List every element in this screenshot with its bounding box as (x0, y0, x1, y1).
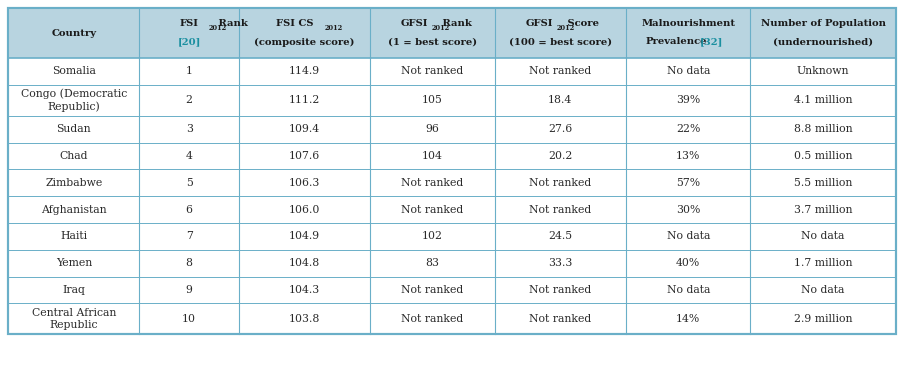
Text: Not ranked: Not ranked (401, 66, 463, 76)
Text: Iraq: Iraq (62, 285, 85, 295)
Text: 5.5 million: 5.5 million (793, 178, 852, 188)
Text: 2012: 2012 (208, 25, 226, 33)
Text: 10: 10 (182, 314, 196, 324)
Text: Prevalence: Prevalence (645, 38, 706, 47)
Bar (8, 8, 895, 334)
Text: 0.5 million: 0.5 million (793, 151, 852, 161)
Text: Central African
Republic: Central African Republic (32, 308, 116, 330)
Text: FSI CS: FSI CS (275, 20, 313, 29)
Text: Not ranked: Not ranked (401, 205, 463, 214)
Text: [20]: [20] (177, 38, 200, 47)
Text: Not ranked: Not ranked (528, 66, 591, 76)
Text: Unknown: Unknown (796, 66, 849, 76)
Text: 105: 105 (422, 95, 442, 105)
Text: 2012: 2012 (431, 25, 449, 33)
Text: 2012: 2012 (324, 25, 342, 33)
Text: Not ranked: Not ranked (401, 285, 463, 295)
Text: 104.9: 104.9 (289, 231, 320, 241)
Text: 20.2: 20.2 (547, 151, 572, 161)
Text: No data: No data (801, 231, 844, 241)
Text: 7: 7 (185, 231, 192, 241)
Text: 111.2: 111.2 (289, 95, 320, 105)
Text: No data: No data (666, 285, 709, 295)
Text: 39%: 39% (675, 95, 700, 105)
Text: Chad: Chad (60, 151, 88, 161)
Bar (8, 8, 895, 58)
Text: 18.4: 18.4 (547, 95, 572, 105)
Text: 57%: 57% (675, 178, 700, 188)
Text: Rank: Rank (215, 20, 247, 29)
Text: (1 = best score): (1 = best score) (387, 38, 477, 47)
Text: 14%: 14% (675, 314, 700, 324)
Text: 103.8: 103.8 (289, 314, 320, 324)
Text: 102: 102 (422, 231, 442, 241)
Text: 1.7 million: 1.7 million (793, 258, 852, 268)
Text: Not ranked: Not ranked (528, 314, 591, 324)
Text: (undernourished): (undernourished) (772, 38, 872, 47)
Text: [32]: [32] (700, 38, 722, 47)
Text: Not ranked: Not ranked (528, 285, 591, 295)
Text: GFSI: GFSI (400, 20, 428, 29)
Text: No data: No data (666, 66, 709, 76)
Text: 4.1 million: 4.1 million (793, 95, 852, 105)
Text: No data: No data (801, 285, 844, 295)
Text: 2: 2 (185, 95, 192, 105)
Text: Sudan: Sudan (56, 124, 91, 134)
Text: 114.9: 114.9 (289, 66, 320, 76)
Text: 4: 4 (185, 151, 192, 161)
Text: 5: 5 (185, 178, 192, 188)
Text: 8.8 million: 8.8 million (793, 124, 852, 134)
Text: 2.9 million: 2.9 million (793, 314, 852, 324)
Text: (composite score): (composite score) (254, 38, 355, 47)
Text: 96: 96 (425, 124, 439, 134)
Text: 3.7 million: 3.7 million (793, 205, 852, 214)
Text: Malnourishment: Malnourishment (640, 20, 734, 29)
Text: Haiti: Haiti (61, 231, 88, 241)
Text: Not ranked: Not ranked (528, 205, 591, 214)
Text: 24.5: 24.5 (547, 231, 572, 241)
Text: 106.0: 106.0 (289, 205, 320, 214)
Text: 8: 8 (185, 258, 192, 268)
Text: Score: Score (563, 20, 599, 29)
Text: 107.6: 107.6 (289, 151, 320, 161)
Bar (8, 8, 895, 334)
Text: 22%: 22% (675, 124, 700, 134)
Text: GFSI: GFSI (525, 20, 553, 29)
Text: 2012: 2012 (555, 25, 574, 33)
Text: 3: 3 (185, 124, 192, 134)
Text: Not ranked: Not ranked (528, 178, 591, 188)
Text: 9: 9 (185, 285, 192, 295)
Text: Zimbabwe: Zimbabwe (45, 178, 102, 188)
Text: 1: 1 (185, 66, 192, 76)
Text: No data: No data (666, 231, 709, 241)
Text: 109.4: 109.4 (289, 124, 320, 134)
Text: Somalia: Somalia (51, 66, 96, 76)
Text: Congo (Democratic
Republic): Congo (Democratic Republic) (21, 89, 126, 112)
Text: 104.8: 104.8 (289, 258, 320, 268)
Text: 27.6: 27.6 (547, 124, 572, 134)
Text: 106.3: 106.3 (289, 178, 320, 188)
Text: 40%: 40% (675, 258, 700, 268)
Text: Yemen: Yemen (55, 258, 92, 268)
Text: 104.3: 104.3 (289, 285, 320, 295)
Text: Rank: Rank (439, 20, 471, 29)
Text: (100 = best score): (100 = best score) (508, 38, 611, 47)
Text: 33.3: 33.3 (547, 258, 572, 268)
Text: Not ranked: Not ranked (401, 178, 463, 188)
Text: 30%: 30% (675, 205, 700, 214)
Text: 83: 83 (425, 258, 439, 268)
Text: FSI: FSI (180, 20, 199, 29)
Text: Country: Country (51, 29, 96, 38)
Text: Number of Population: Number of Population (759, 20, 885, 29)
Text: Afghanistan: Afghanistan (41, 205, 107, 214)
Text: 13%: 13% (675, 151, 700, 161)
Text: 104: 104 (422, 151, 442, 161)
Text: 6: 6 (185, 205, 192, 214)
Text: Not ranked: Not ranked (401, 314, 463, 324)
